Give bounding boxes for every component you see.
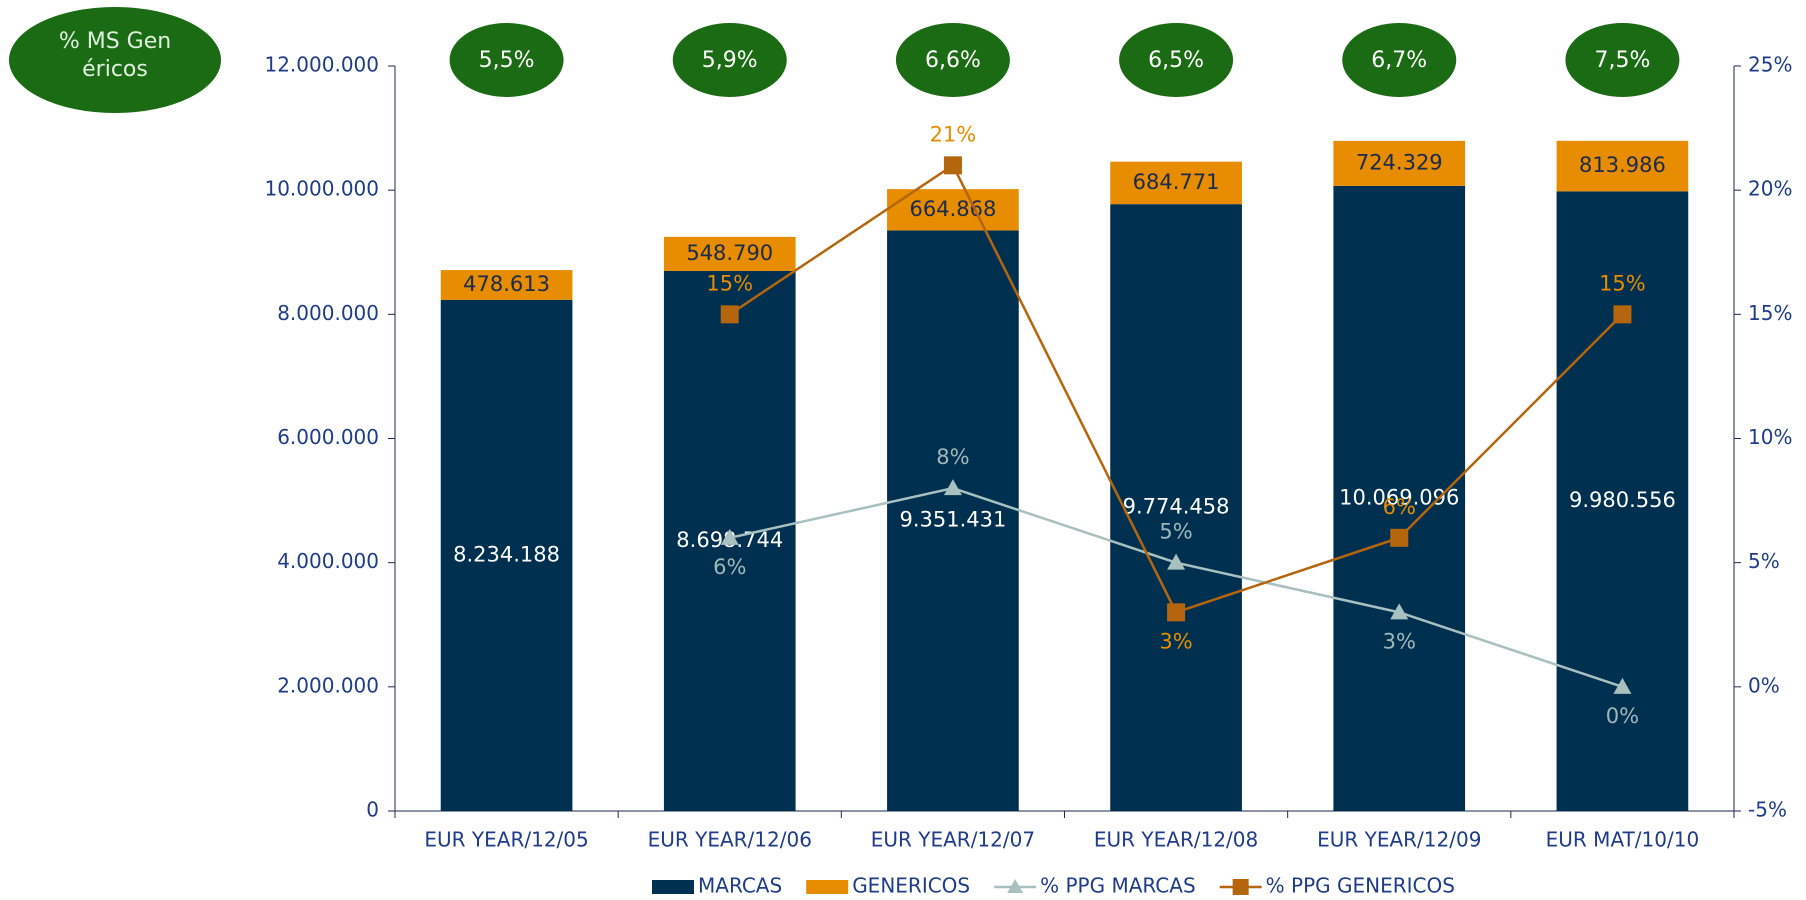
marker bbox=[1613, 305, 1632, 324]
line-label: 6% bbox=[713, 555, 746, 579]
x-tick-label: EUR MAT/10/10 bbox=[1546, 828, 1700, 852]
bar-label: 9.774.458 bbox=[1123, 495, 1230, 519]
line-label: 15% bbox=[706, 271, 753, 295]
legend-swatch bbox=[806, 880, 849, 894]
x-tick-label: EUR YEAR/12/06 bbox=[648, 828, 812, 852]
y2-tick-label: 0% bbox=[1748, 673, 1780, 697]
bar-label: 478.613 bbox=[463, 272, 550, 296]
line-label: 15% bbox=[1599, 271, 1646, 295]
marker bbox=[1613, 677, 1632, 694]
marker bbox=[943, 479, 962, 496]
share-label: 5,9% bbox=[702, 48, 758, 73]
bar bbox=[887, 230, 1019, 811]
share-bubble bbox=[672, 23, 787, 97]
bar bbox=[1333, 140, 1466, 186]
share-label: 6,7% bbox=[1371, 48, 1427, 73]
line-label: 3% bbox=[1159, 629, 1192, 653]
marker bbox=[1390, 603, 1409, 620]
marker bbox=[720, 528, 739, 545]
bar-label: 8.234.188 bbox=[453, 542, 560, 566]
bar bbox=[1556, 191, 1689, 812]
bar-label: 664.868 bbox=[909, 197, 996, 221]
bar-label: 9.980.556 bbox=[1569, 488, 1676, 512]
share-bubble bbox=[449, 23, 564, 97]
marker bbox=[943, 156, 962, 175]
bar-label: 548.790 bbox=[686, 241, 773, 265]
share-bubble bbox=[895, 23, 1010, 97]
bar bbox=[1110, 204, 1242, 811]
marker bbox=[1390, 528, 1409, 547]
bar bbox=[440, 299, 573, 811]
line-label: 5% bbox=[1159, 520, 1192, 544]
legend-marker bbox=[1007, 879, 1024, 893]
share-title: % MS Genéricos bbox=[58, 29, 172, 82]
bar-label: 724.329 bbox=[1356, 150, 1443, 174]
share-title-bubble bbox=[9, 7, 221, 113]
share-label: 5,5% bbox=[479, 48, 535, 73]
line-label: 6% bbox=[1383, 495, 1416, 519]
share-label: 6,6% bbox=[925, 48, 981, 73]
y2-tick-label: 25% bbox=[1748, 53, 1792, 77]
bar-label: 684.771 bbox=[1133, 170, 1220, 194]
y-tick-label: 6.000.000 bbox=[277, 425, 379, 449]
share-label: 7,5% bbox=[1594, 48, 1650, 73]
line-label: 21% bbox=[930, 122, 977, 146]
marker bbox=[1167, 603, 1186, 622]
y-tick-label: 4.000.000 bbox=[277, 549, 379, 573]
share-bubble bbox=[1119, 23, 1234, 97]
share-bubble bbox=[1565, 23, 1680, 97]
y-tick-label: 8.000.000 bbox=[277, 301, 379, 325]
legend-label: GENERICOS bbox=[852, 874, 970, 898]
bar bbox=[1333, 185, 1466, 811]
y-tick-label: 10.000.000 bbox=[264, 177, 379, 201]
legend-label: MARCAS bbox=[698, 874, 782, 898]
x-tick-label: EUR YEAR/12/05 bbox=[424, 828, 588, 852]
bar bbox=[1110, 161, 1242, 205]
share-bubble bbox=[1342, 23, 1457, 97]
y2-tick-label: -5% bbox=[1748, 798, 1787, 822]
bar bbox=[440, 270, 573, 300]
bar bbox=[1556, 140, 1689, 192]
y-tick-label: 2.000.000 bbox=[277, 673, 379, 697]
y-tick-label: 12.000.000 bbox=[264, 53, 379, 77]
y2-tick-label: 10% bbox=[1748, 425, 1792, 449]
legend-marker bbox=[1232, 879, 1249, 895]
bar bbox=[663, 236, 796, 271]
legend-label: % PPG GENERICOS bbox=[1266, 874, 1455, 898]
bar-label: 813.986 bbox=[1579, 153, 1666, 177]
x-tick-label: EUR YEAR/12/09 bbox=[1317, 828, 1481, 852]
x-tick-label: EUR YEAR/12/08 bbox=[1094, 828, 1258, 852]
x-tick-label: EUR YEAR/12/07 bbox=[871, 828, 1035, 852]
share-title-box: % MS Genéricos bbox=[58, 29, 172, 82]
bar-label: 9.351.431 bbox=[899, 508, 1006, 532]
line-label: 8% bbox=[936, 445, 969, 469]
y-tick-label: 0 bbox=[366, 798, 379, 822]
line-label: 3% bbox=[1383, 629, 1416, 653]
legend-swatch bbox=[652, 880, 694, 894]
y2-tick-label: 15% bbox=[1748, 301, 1792, 325]
line-label: 0% bbox=[1606, 704, 1639, 728]
y2-tick-label: 20% bbox=[1748, 177, 1792, 201]
share-label: 6,5% bbox=[1148, 48, 1204, 73]
marker bbox=[1167, 553, 1186, 570]
y2-tick-label: 5% bbox=[1748, 549, 1780, 573]
legend-label: % PPG MARCAS bbox=[1040, 874, 1196, 898]
marker bbox=[720, 305, 739, 324]
